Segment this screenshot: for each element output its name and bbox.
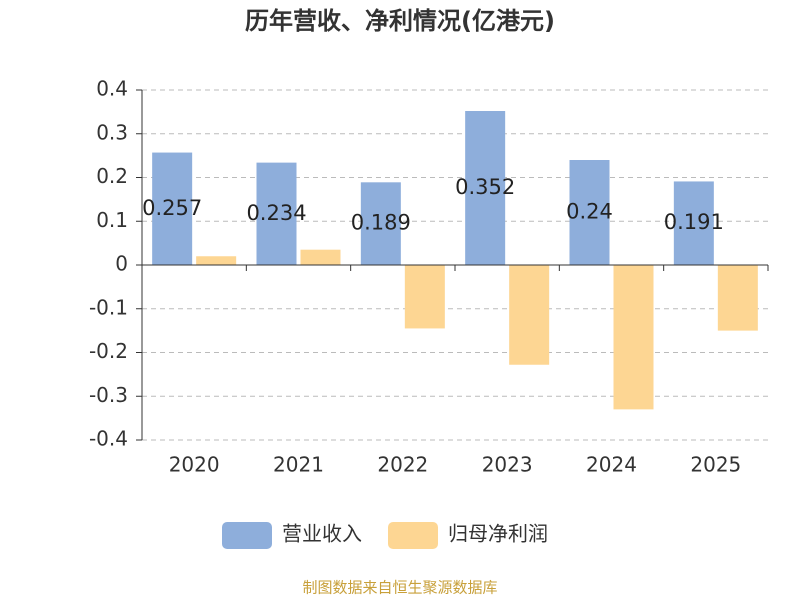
y-tick-label: -0.1 <box>89 295 128 319</box>
x-tick-label: 2023 <box>482 453 533 477</box>
x-tick-label: 2020 <box>169 453 220 477</box>
bar <box>465 111 506 265</box>
y-tick-label: 0 <box>115 252 128 276</box>
bar <box>360 182 401 265</box>
legend-swatch <box>388 522 438 549</box>
bar <box>300 249 341 265</box>
x-tick-label: 2025 <box>690 453 741 477</box>
x-tick-label: 2021 <box>273 453 324 477</box>
data-label: 0.257 <box>142 196 202 220</box>
data-label: 0.352 <box>455 175 515 199</box>
data-label: 0.234 <box>246 201 306 225</box>
chart-title: 历年营收、净利情况(亿港元) <box>245 7 555 35</box>
legend-swatch <box>222 522 272 549</box>
bar <box>717 265 758 331</box>
bar <box>569 160 610 265</box>
data-label: 0.191 <box>664 210 724 234</box>
bar <box>509 265 550 365</box>
data-label: 0.189 <box>351 211 411 235</box>
x-tick-label: 2022 <box>377 453 428 477</box>
y-tick-label: -0.3 <box>89 383 128 407</box>
legend-label: 营业收入 <box>282 522 362 546</box>
y-tick-label: 0.3 <box>96 120 128 144</box>
bar <box>673 181 714 265</box>
y-tick-label: 0.4 <box>96 77 128 101</box>
bar <box>196 256 237 265</box>
y-tick-label: -0.2 <box>89 339 128 363</box>
bar <box>256 162 297 265</box>
legend-label: 归母净利润 <box>448 522 548 546</box>
bar <box>613 265 654 410</box>
y-tick-label: 0.1 <box>96 208 128 232</box>
y-tick-label: -0.4 <box>89 427 128 451</box>
x-tick-label: 2024 <box>586 453 637 477</box>
data-label: 0.24 <box>566 200 613 224</box>
bar <box>152 152 193 265</box>
bar <box>404 265 445 329</box>
y-tick-label: 0.2 <box>96 164 128 188</box>
source-note: 制图数据来自恒生聚源数据库 <box>302 579 497 597</box>
